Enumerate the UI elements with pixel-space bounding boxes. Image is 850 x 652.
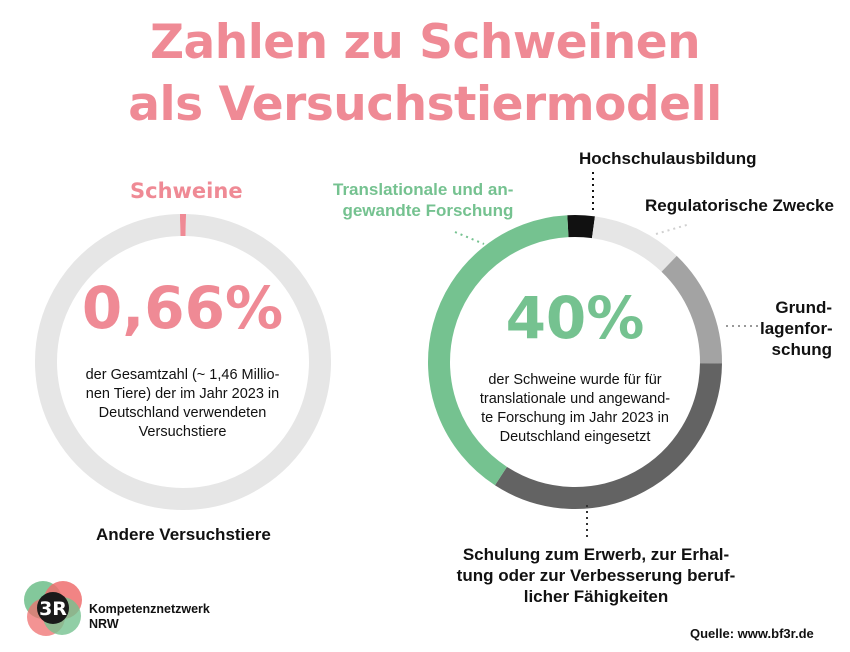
label-regulatorisch: Regulatorische Zwecke xyxy=(645,196,834,215)
donut-chart-purposes xyxy=(428,215,722,509)
leader-regulatorisch xyxy=(655,223,691,235)
leader-lines xyxy=(454,172,762,537)
center-text-right: der Schweine wurde für für translational… xyxy=(479,372,671,445)
org-name: Kompetenznetzwerk NRW xyxy=(89,602,210,631)
logo-text: 3R xyxy=(39,598,67,620)
donut-chart-total xyxy=(35,214,331,510)
title-line-1: Zahlen zu Schweinen xyxy=(149,15,701,70)
leader-translational xyxy=(454,231,485,245)
donut-slice-2 xyxy=(661,255,722,364)
page-title: Zahlen zu Schweinen als Versuchstiermode… xyxy=(0,12,850,136)
center-text-left: der Gesamtzahl (~ 1,46 Millio- nen Tiere… xyxy=(85,367,280,440)
label-grundlagen: Grund- lagenfor- schung xyxy=(760,298,833,359)
center-value-right: 40% xyxy=(505,284,645,352)
label-schweine: Schweine xyxy=(130,179,243,203)
source-credit: Quelle: www.bf3r.de xyxy=(690,626,814,641)
title-line-2: als Versuchstiermodell xyxy=(128,77,722,132)
label-schulung: Schulung zum Erwerb, zur Erhal- tung ode… xyxy=(456,545,736,606)
donut-slice-1 xyxy=(35,214,331,510)
donut-slice-4 xyxy=(428,215,569,486)
donut-slice-0 xyxy=(567,215,595,239)
donut-slice-3 xyxy=(494,363,722,509)
label-translational: Translationale und an- gewandte Forschun… xyxy=(333,180,514,220)
label-andere: Andere Versuchstiere xyxy=(96,525,271,544)
3r-logo: 3R xyxy=(22,576,84,638)
center-value-left: 0,66% xyxy=(81,274,284,342)
label-hochschul: Hochschulausbildung xyxy=(579,149,757,168)
donut-slice-1 xyxy=(591,216,677,272)
